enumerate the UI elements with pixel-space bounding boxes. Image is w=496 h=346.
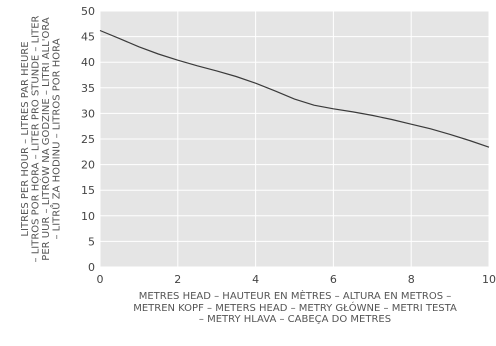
y-axis-label: LITRES PER HOUR – LITRES PAR HEURE – LITR…	[20, 15, 63, 262]
y-tick-label: 45	[81, 31, 95, 44]
y-tick-label: 5	[88, 235, 95, 248]
y-tick-label: 15	[81, 184, 95, 197]
y-tick-label: 20	[81, 159, 95, 172]
y-tick-labels: 0 5 10 15 20 25 30 35 40 45 50	[81, 5, 95, 274]
x-tick-label: 8	[408, 273, 415, 286]
y-tick-label: 40	[81, 56, 95, 69]
x-tick-label: 2	[174, 273, 181, 286]
y-tick-label: 30	[81, 107, 95, 120]
y-tick-label: 25	[81, 133, 95, 146]
x-tick-label: 6	[330, 273, 337, 286]
x-axis-label-line-3: – METRY HLAVA – CABEÇA DO METRES	[198, 314, 392, 325]
y-axis-label-line: – LITROS POR HORA – LITER PRO STUNDE – L…	[30, 15, 41, 262]
series-line	[99, 29, 490, 148]
y-tick-label: 10	[81, 210, 95, 223]
x-axis-label: METRES HEAD – HAUTEUR EN MÈTRES – ALTURA…	[100, 291, 490, 326]
x-axis-label-line-1: METRES HEAD – HAUTEUR EN MÈTRES – ALTURA…	[138, 291, 452, 302]
y-tick-label: 0	[88, 261, 95, 274]
grid	[99, 10, 490, 268]
x-tick-label: 4	[252, 273, 259, 286]
y-axis-label-line: PER UUR – LITRÓW NA GODZINE – LITRI ALL'…	[39, 17, 52, 261]
y-tick-label: 35	[81, 82, 95, 95]
y-tick-label: 50	[81, 5, 95, 18]
y-axis-label-line: LITRES PER HOUR – LITRES PAR HEURE	[20, 41, 31, 236]
x-tick-label: 0	[97, 273, 104, 286]
x-tick-labels: 0 2 4 6 8 10	[97, 273, 496, 286]
x-tick-label: 10	[482, 273, 496, 286]
x-axis-label-line-2: METREN KOPF – METERS HEAD – METRY GŁÓWNE…	[133, 302, 457, 314]
y-axis-label-line: – LITRŮ ZA HODINU – LITROS POR HORA	[49, 38, 62, 239]
series-group	[99, 29, 490, 148]
